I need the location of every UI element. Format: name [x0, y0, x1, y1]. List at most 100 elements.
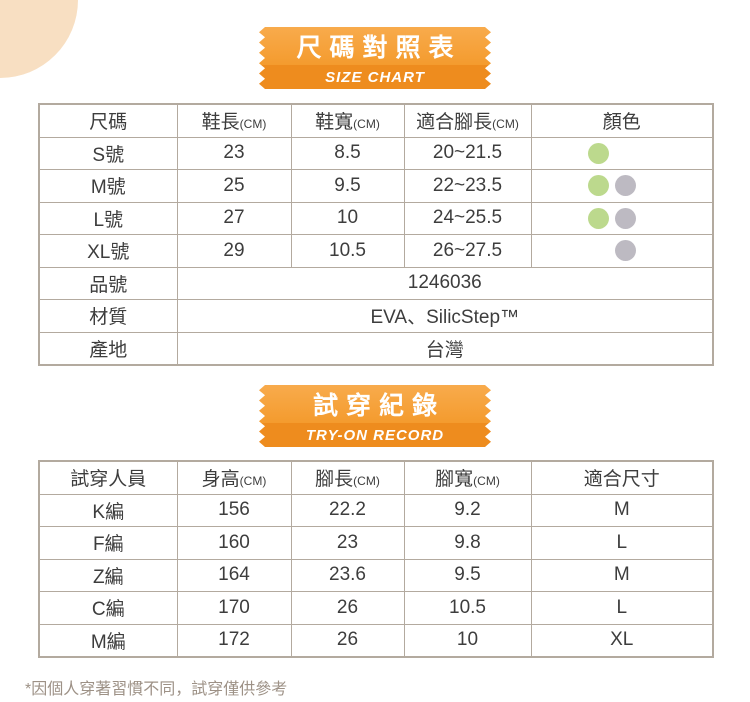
cell-fit-foot-length: 20~21.5 — [403, 136, 532, 170]
cell-size: XL號 — [38, 234, 178, 268]
try-on-row-m: M編 172 26 10 XL — [38, 623, 714, 658]
cell-foot-length: 23 — [290, 526, 405, 560]
try-on-row-k: K編 156 22.2 9.2 M — [38, 493, 714, 527]
cell-fit-size: M — [530, 493, 714, 527]
cell-size: S號 — [38, 136, 178, 170]
info-row-origin: 產地 台灣 — [38, 331, 714, 366]
header-fit-size: 適合尺寸 — [530, 460, 714, 495]
cell-size: L號 — [38, 201, 178, 235]
gray-dot — [614, 175, 636, 197]
size-chart-header-row: 尺碼 鞋長(CM) 鞋寬(CM) 適合腳長(CM) 顏色 — [38, 103, 714, 138]
header-tester: 試穿人員 — [38, 460, 178, 495]
header-foot-width-unit: (CM) — [473, 474, 500, 489]
cell-shoe-length: 29 — [176, 234, 292, 268]
cell-color — [530, 136, 714, 170]
green-dot — [587, 142, 609, 164]
cell-color — [530, 234, 714, 268]
cell-foot-length: 26 — [290, 591, 405, 625]
cell-height: 170 — [176, 591, 292, 625]
try-on-banner: 試穿紀錄 TRY-ON RECORD — [259, 385, 491, 447]
try-on-row-f: F編 160 23 9.8 L — [38, 526, 714, 560]
header-shoe-width: 鞋寬(CM) — [290, 103, 405, 138]
cell-fit-foot-length: 26~27.5 — [403, 234, 532, 268]
gray-dot — [614, 240, 636, 262]
info-value: 1246036 — [176, 266, 714, 300]
info-label: 產地 — [38, 331, 178, 366]
info-label: 品號 — [38, 266, 178, 300]
cell-fit-size: L — [530, 591, 714, 625]
cell-color — [530, 169, 714, 203]
cell-fit-foot-length: 22~23.5 — [403, 169, 532, 203]
cell-tester: M編 — [38, 623, 178, 658]
header-tester-label: 試穿人員 — [70, 469, 147, 491]
cell-foot-width: 9.8 — [403, 526, 532, 560]
header-shoe-length-unit: (CM) — [239, 117, 267, 132]
cell-fit-size: L — [530, 526, 714, 560]
header-shoe-length-label: 鞋長 — [201, 112, 240, 134]
cell-foot-length: 22.2 — [290, 493, 405, 527]
size-chart-banner-title-en: SIZE CHART — [259, 65, 491, 89]
cell-shoe-width: 9.5 — [290, 169, 405, 203]
cell-foot-width: 10.5 — [403, 591, 532, 625]
cell-color — [530, 201, 714, 235]
try-on-row-z: Z編 164 23.6 9.5 M — [38, 558, 714, 592]
gray-dot — [614, 207, 636, 229]
info-label: 材質 — [38, 299, 178, 333]
cell-foot-width: 10 — [403, 623, 532, 658]
header-foot-length-label: 腳長 — [315, 469, 354, 491]
green-dot — [587, 175, 609, 197]
header-foot-length-unit: (CM) — [353, 474, 380, 489]
cell-foot-length: 23.6 — [290, 558, 405, 592]
color-dots — [522, 175, 703, 197]
try-on-banner-title-zh: 試穿紀錄 — [259, 385, 491, 423]
try-on-header-row: 試穿人員 身高(CM) 腳長(CM) 腳寬(CM) 適合尺寸 — [38, 460, 714, 495]
header-height: 身高(CM) — [176, 460, 292, 495]
info-value: EVA、SilicStep™ — [176, 299, 714, 333]
header-fit-foot-length-label: 適合腳長 — [416, 112, 493, 134]
header-shoe-width-unit: (CM) — [353, 117, 380, 132]
size-chart-table: 尺碼 鞋長(CM) 鞋寬(CM) 適合腳長(CM) 顏色 S號 23 8.5 2… — [38, 103, 714, 366]
cell-shoe-length: 27 — [176, 201, 292, 235]
header-fit-foot-length: 適合腳長(CM) — [403, 103, 532, 138]
header-size-label: 尺碼 — [89, 112, 128, 134]
info-value: 台灣 — [176, 331, 714, 366]
size-row-m: M號 25 9.5 22~23.5 — [38, 169, 714, 203]
cell-fit-size: XL — [530, 623, 714, 658]
green-dot — [587, 207, 609, 229]
cell-shoe-width: 8.5 — [290, 136, 405, 170]
cell-size: M號 — [38, 169, 178, 203]
corner-decor-circle — [0, 0, 78, 78]
color-dots — [522, 240, 703, 262]
header-height-label: 身高 — [201, 469, 240, 491]
header-fit-foot-length-unit: (CM) — [492, 117, 519, 132]
color-dots — [522, 142, 703, 164]
header-color-label: 顏色 — [602, 112, 641, 134]
color-dots — [522, 207, 703, 229]
cell-shoe-length: 25 — [176, 169, 292, 203]
header-foot-width: 腳寬(CM) — [403, 460, 532, 495]
cell-tester: K編 — [38, 493, 178, 527]
header-foot-length: 腳長(CM) — [290, 460, 405, 495]
info-row-material: 材質 EVA、SilicStep™ — [38, 299, 714, 333]
cell-shoe-length: 23 — [176, 136, 292, 170]
cell-height: 156 — [176, 493, 292, 527]
try-on-row-c: C編 170 26 10.5 L — [38, 591, 714, 625]
size-row-xl: XL號 29 10.5 26~27.5 — [38, 234, 714, 268]
size-row-s: S號 23 8.5 20~21.5 — [38, 136, 714, 170]
cell-foot-width: 9.2 — [403, 493, 532, 527]
try-on-table: 試穿人員 身高(CM) 腳長(CM) 腳寬(CM) 適合尺寸 K編 156 22… — [38, 460, 714, 658]
cell-tester: Z編 — [38, 558, 178, 592]
size-chart-banner-title-zh: 尺碼對照表 — [259, 27, 491, 65]
header-foot-width-label: 腳寬 — [435, 469, 474, 491]
cell-foot-width: 9.5 — [403, 558, 532, 592]
cell-shoe-width: 10 — [290, 201, 405, 235]
cell-tester: F編 — [38, 526, 178, 560]
header-color: 顏色 — [530, 103, 714, 138]
header-fit-size-label: 適合尺寸 — [583, 469, 660, 491]
size-row-l: L號 27 10 24~25.5 — [38, 201, 714, 235]
cell-foot-length: 26 — [290, 623, 405, 658]
info-row-item-number: 品號 1246036 — [38, 266, 714, 300]
header-shoe-length: 鞋長(CM) — [176, 103, 292, 138]
header-shoe-width-label: 鞋寬 — [315, 112, 354, 134]
